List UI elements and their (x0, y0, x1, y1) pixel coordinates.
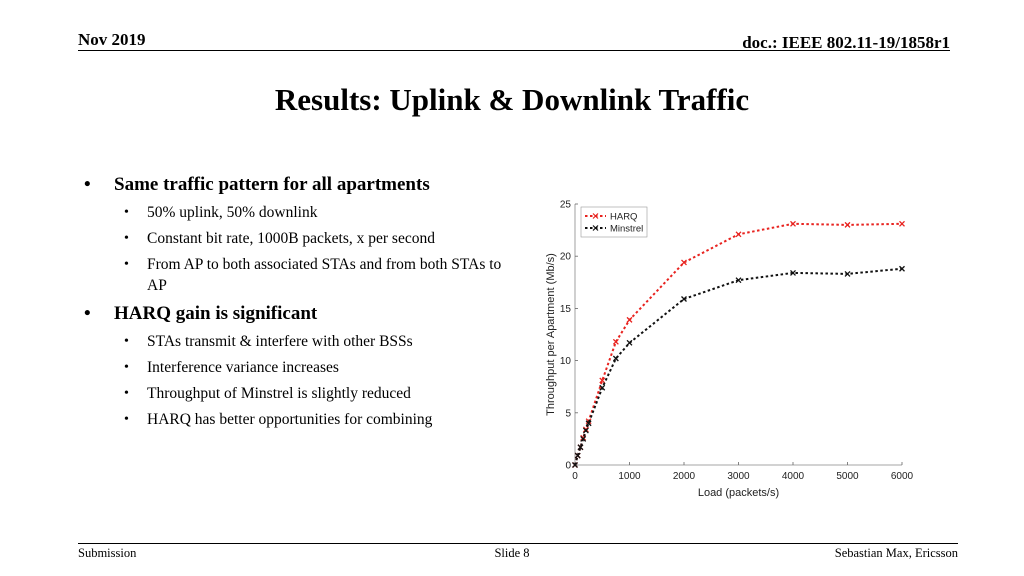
legend-marker (592, 225, 599, 231)
data-point (790, 220, 796, 227)
data-point (735, 231, 742, 238)
data-point (626, 316, 633, 323)
footer-author: Sebastian Max, Ericsson (834, 546, 958, 560)
data-point (626, 339, 633, 346)
data-point (582, 427, 589, 434)
x-tick-label: 2000 (673, 471, 696, 482)
data-point (844, 270, 851, 277)
sub-bullet-text: STAs transmit & interfere with other BSS… (147, 333, 413, 350)
series-line-harq (574, 222, 903, 466)
series-line-minstrel (574, 267, 903, 466)
x-axis-label: Load (packets/s) (698, 487, 779, 499)
data-point (681, 296, 687, 302)
sub-bullet-text: Throughput of Minstrel is slightly reduc… (147, 385, 411, 402)
bullet-list: • Same traffic pattern for all apartments… (84, 172, 504, 435)
x-tick-label: 3000 (727, 471, 750, 482)
data-point (585, 420, 592, 427)
sub-bullet: • Constant bit rate, 1000B packets, x per… (124, 230, 435, 247)
y-tick-label: 15 (560, 304, 572, 315)
y-tick-label: 10 (560, 356, 572, 367)
data-point (612, 338, 619, 345)
sub-bullet-text: From AP to both associated STAs and from… (147, 256, 502, 294)
data-point (899, 220, 905, 227)
sub-bullet-text: Constant bit rate, 1000B packets, x per … (147, 230, 435, 247)
bullet-text: HARQ gain is significant (114, 303, 318, 324)
data-point (899, 265, 905, 272)
y-axis-label: Throughput per Apartment (Mb/s) (545, 253, 557, 416)
y-tick-label: 25 (560, 200, 572, 211)
x-tick-label: 1000 (618, 471, 641, 482)
header-date: Nov 2019 (78, 30, 146, 49)
sub-bullet: • Throughput of Minstrel is slightly redu… (124, 385, 411, 402)
data-point (612, 355, 619, 362)
sub-bullet-text: Interference variance increases (147, 359, 339, 376)
legend-label: HARQ (610, 212, 637, 223)
x-tick-label: 4000 (782, 471, 805, 482)
header-doc-id: doc.: IEEE 802.11-19/1858r1 (742, 33, 950, 52)
y-tick-label: 5 (565, 408, 571, 419)
data-point (599, 377, 606, 384)
bullet-traffic-pattern: • Same traffic pattern for all apartments (84, 174, 430, 195)
slide-number: Slide 8 (494, 546, 530, 560)
y-tick-label: 20 (560, 252, 572, 263)
sub-bullet-text: 50% uplink, 50% downlink (147, 204, 318, 221)
sub-bullet: • HARQ has better opportunities for combi… (124, 411, 433, 428)
data-point (790, 269, 796, 276)
throughput-chart: 0 1000 2000 3000 4000 5000 6000 0 5 10 15 20 25 Load … (545, 200, 914, 500)
sub-bullet: • STAs transmit & interfere with other BS… (124, 333, 413, 350)
bullet-harq-gain: • HARQ gain is significant (84, 303, 318, 324)
footer-divider (78, 543, 958, 544)
legend-box (580, 206, 648, 238)
footer-left: Submission (78, 546, 137, 560)
x-tick-label: 0 (572, 471, 578, 482)
header-divider (78, 50, 950, 51)
sub-bullet: • From AP to both associated STAs and fro… (124, 256, 502, 294)
sub-bullet: • Interference variance increases (124, 359, 339, 376)
data-point (580, 435, 587, 442)
x-tick-label: 5000 (836, 471, 859, 482)
data-point (572, 462, 578, 468)
sub-bullet-text: HARQ has better opportunities for combin… (147, 411, 433, 428)
data-point (599, 384, 606, 391)
slide-title: Results: Uplink & Downlink Traffic (274, 82, 750, 117)
data-point (735, 277, 742, 284)
legend-marker (592, 213, 599, 219)
data-point (574, 452, 581, 459)
sub-bullet: • 50% uplink, 50% downlink (124, 204, 318, 221)
y-tick-label: 0 (565, 461, 571, 472)
data-point (681, 259, 687, 266)
data-point (844, 221, 851, 228)
x-tick-label: 6000 (891, 471, 914, 482)
bullet-text: Same traffic pattern for all apartments (114, 174, 430, 195)
data-point (577, 444, 584, 451)
legend-label: Minstrel (610, 224, 643, 235)
